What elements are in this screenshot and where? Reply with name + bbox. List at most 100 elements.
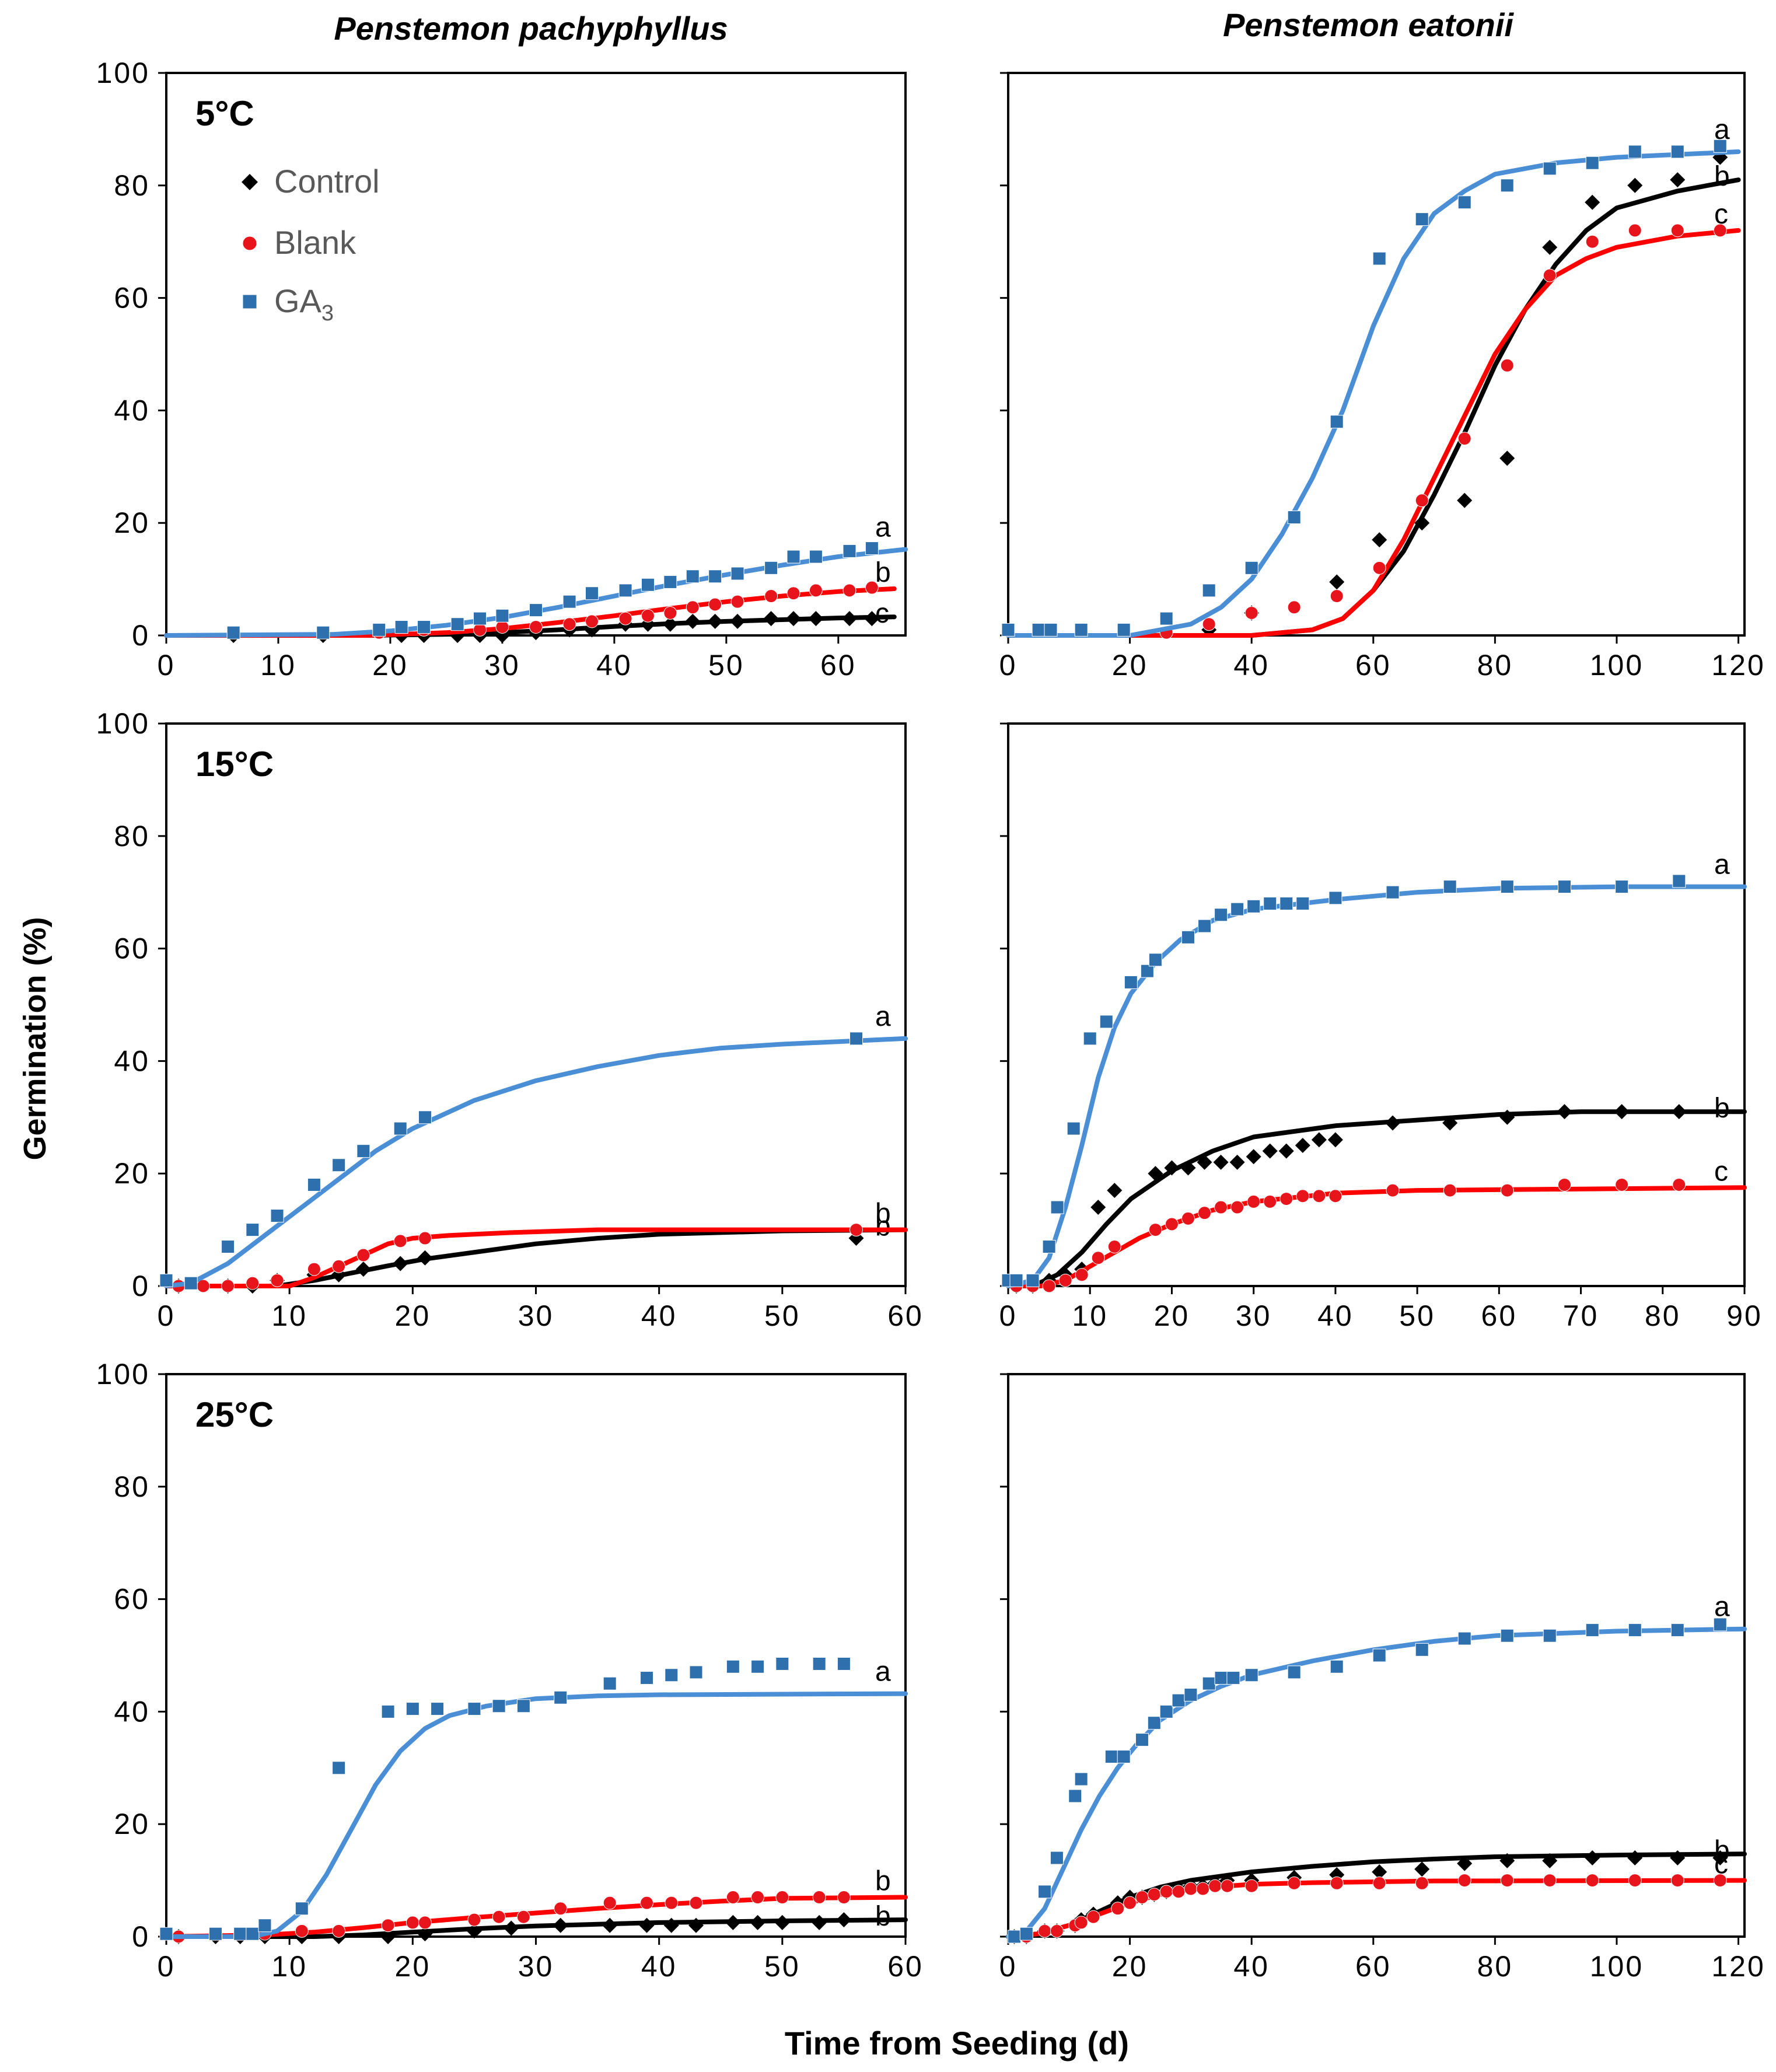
data-point-control bbox=[763, 611, 779, 627]
series-ga3: a bbox=[1001, 850, 1747, 1288]
data-point-control bbox=[602, 1917, 618, 1933]
x-tick-label: 40 bbox=[1233, 649, 1270, 682]
data-point-blank bbox=[775, 1891, 789, 1905]
x-tick-label: 60 bbox=[1481, 1299, 1518, 1332]
significance-letter: b bbox=[875, 1199, 891, 1229]
data-point-blank bbox=[1443, 1183, 1457, 1197]
data-point-ga3 bbox=[1202, 583, 1216, 598]
data-point-blank bbox=[1670, 1874, 1684, 1888]
x-tick-label: 10 bbox=[260, 649, 296, 682]
data-point-ga3 bbox=[1044, 623, 1058, 637]
y-tick-label: 0 bbox=[132, 619, 150, 652]
data-point-control bbox=[842, 611, 858, 627]
data-point-blank bbox=[1296, 1189, 1310, 1203]
data-point-ga3 bbox=[1032, 623, 1046, 637]
data-point-blank bbox=[686, 600, 700, 614]
data-point-control bbox=[1372, 532, 1387, 548]
data-point-blank bbox=[1111, 1902, 1125, 1916]
data-point-blank bbox=[356, 1248, 370, 1262]
data-point-blank bbox=[1585, 235, 1599, 249]
temperature-label: 15°C bbox=[195, 745, 274, 784]
data-point-control bbox=[1499, 450, 1515, 466]
x-tick-label: 40 bbox=[641, 1950, 677, 1983]
significance-letter: a bbox=[875, 1001, 891, 1032]
data-point-blank bbox=[1159, 1885, 1173, 1899]
data-point-control bbox=[380, 1929, 396, 1944]
significance-letter: c bbox=[1714, 199, 1728, 230]
data-point-blank bbox=[1672, 1177, 1686, 1192]
data-point-blank bbox=[492, 1910, 506, 1924]
data-point-control bbox=[1499, 1109, 1515, 1125]
data-point-control bbox=[1262, 1143, 1278, 1159]
legend-marker-blank bbox=[242, 236, 257, 251]
data-point-blank bbox=[1042, 1279, 1056, 1293]
data-point-blank bbox=[603, 1896, 617, 1910]
data-point-ga3 bbox=[1074, 1772, 1088, 1786]
y-tick-label: 20 bbox=[114, 1157, 150, 1190]
data-point-control bbox=[725, 1914, 741, 1930]
temperature-label: 25°C bbox=[195, 1395, 274, 1434]
data-point-blank bbox=[730, 595, 744, 609]
y-tick-label: 40 bbox=[114, 1695, 150, 1728]
data-point-control bbox=[1614, 1104, 1630, 1120]
data-point-ga3 bbox=[1500, 880, 1514, 894]
y-tick-label: 0 bbox=[132, 1270, 150, 1302]
y-tick-label: 100 bbox=[96, 1358, 150, 1390]
data-point-blank bbox=[809, 583, 823, 598]
data-point-ga3 bbox=[405, 1702, 419, 1716]
data-point-blank bbox=[473, 623, 487, 637]
data-point-blank bbox=[1713, 1874, 1727, 1888]
x-tick-label: 10 bbox=[271, 1299, 307, 1332]
data-point-ga3 bbox=[1713, 1617, 1727, 1631]
x-tick-label: 0 bbox=[158, 649, 176, 682]
x-tick-label: 20 bbox=[1154, 1299, 1190, 1332]
data-point-blank bbox=[865, 581, 879, 595]
data-point-ga3 bbox=[393, 1121, 407, 1135]
x-tick-label: 90 bbox=[1726, 1299, 1763, 1332]
data-point-blank bbox=[1328, 1189, 1343, 1203]
data-point-control bbox=[1414, 515, 1430, 531]
data-point-ga3 bbox=[665, 1668, 679, 1682]
data-point-ga3 bbox=[809, 550, 823, 564]
data-point-ga3 bbox=[1009, 1273, 1023, 1287]
data-point-control bbox=[1542, 239, 1558, 255]
data-point-blank bbox=[764, 589, 778, 603]
data-point-blank bbox=[1107, 1240, 1121, 1254]
data-point-ga3 bbox=[159, 1273, 173, 1287]
x-tick-label: 0 bbox=[158, 1299, 176, 1332]
data-point-blank bbox=[332, 1259, 346, 1273]
data-point-ga3 bbox=[529, 603, 543, 617]
series-control: b bbox=[1006, 149, 1741, 638]
data-point-blank bbox=[1500, 1874, 1514, 1888]
series-ga3: a bbox=[1006, 1592, 1747, 1944]
data-point-blank bbox=[1091, 1251, 1105, 1265]
legend-label-blank: Blank bbox=[274, 224, 356, 261]
data-point-ga3 bbox=[1159, 612, 1173, 626]
significance-letter: c bbox=[1714, 1849, 1728, 1880]
fit-line-blank bbox=[1006, 1185, 1747, 1288]
data-point-ga3 bbox=[1457, 195, 1471, 209]
data-point-control bbox=[1229, 1154, 1245, 1170]
panel-p15: 0 20 40 60 80 100 0 10 20 30 40 50 60 15°C bb a bbox=[96, 707, 922, 1332]
data-point-ga3 bbox=[1372, 251, 1386, 265]
data-point-control bbox=[1246, 1149, 1261, 1165]
y-tick-label: 100 bbox=[96, 707, 150, 740]
data-point-ga3 bbox=[1296, 896, 1310, 910]
data-point-control bbox=[1627, 1850, 1643, 1866]
data-point-blank bbox=[1086, 1910, 1100, 1924]
data-point-ga3 bbox=[1372, 1648, 1386, 1662]
data-point-blank bbox=[812, 1891, 826, 1905]
data-point-ga3 bbox=[356, 1144, 370, 1158]
data-point-ga3 bbox=[184, 1276, 198, 1290]
data-point-control bbox=[663, 1917, 679, 1933]
data-point-ga3 bbox=[1263, 896, 1277, 910]
x-tick-label: 60 bbox=[1355, 1950, 1392, 1983]
data-point-blank bbox=[1123, 1896, 1137, 1910]
x-tick-label: 10 bbox=[271, 1950, 307, 1983]
data-point-blank bbox=[554, 1902, 568, 1916]
data-point-ga3 bbox=[1330, 1659, 1344, 1673]
x-tick-label: 20 bbox=[1112, 1950, 1148, 1983]
data-point-ga3 bbox=[603, 1676, 617, 1690]
data-point-ga3 bbox=[381, 1704, 395, 1718]
